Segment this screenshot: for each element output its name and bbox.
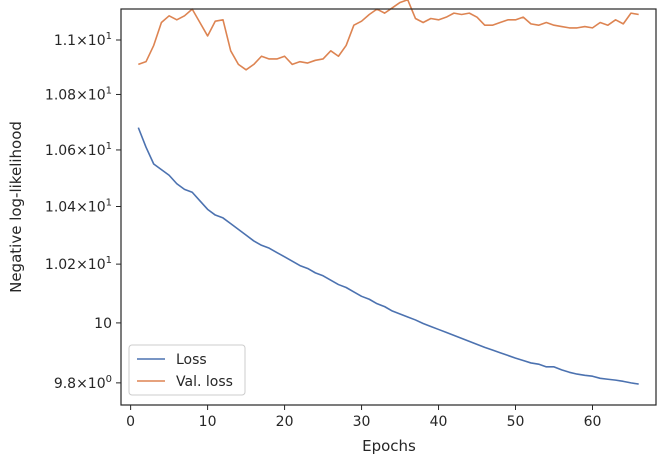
legend: Loss Val. loss [128,344,246,396]
x-tick-label: 50 [507,414,525,430]
series-line-loss [137,127,639,385]
legend-box [128,344,246,396]
x-tick-label: 60 [584,414,602,430]
legend-label: Loss [176,352,207,368]
x-tick-label: 20 [276,414,294,430]
series-line-val-loss [138,0,639,71]
x-tick-label: 30 [353,414,371,430]
y-tick-label: 9.8×100 [54,374,112,392]
y-tick-label: 1.06×101 [45,141,112,159]
x-tick-label: 0 [126,414,135,430]
y-tick-label: 1.1×101 [54,31,112,49]
y-tick-label: 1.02×101 [45,255,112,273]
x-tick-label: 40 [430,414,448,430]
axes: 0 10 20 30 40 50 60 9.8×100 10 1.02×101 1.04×101 1.… [45,8,657,430]
y-tick-label: 1.08×101 [45,85,112,103]
x-axis-label: Epochs [362,437,416,455]
y-tick-label: 1.04×101 [45,197,112,215]
y-axis-label: Negative log-likelihood [7,121,25,293]
y-tick-label: 10 [94,316,112,332]
axes-frame [120,8,657,406]
plot-area [137,0,639,385]
legend-label: Val. loss [176,374,233,390]
x-tick-label: 10 [199,414,217,430]
